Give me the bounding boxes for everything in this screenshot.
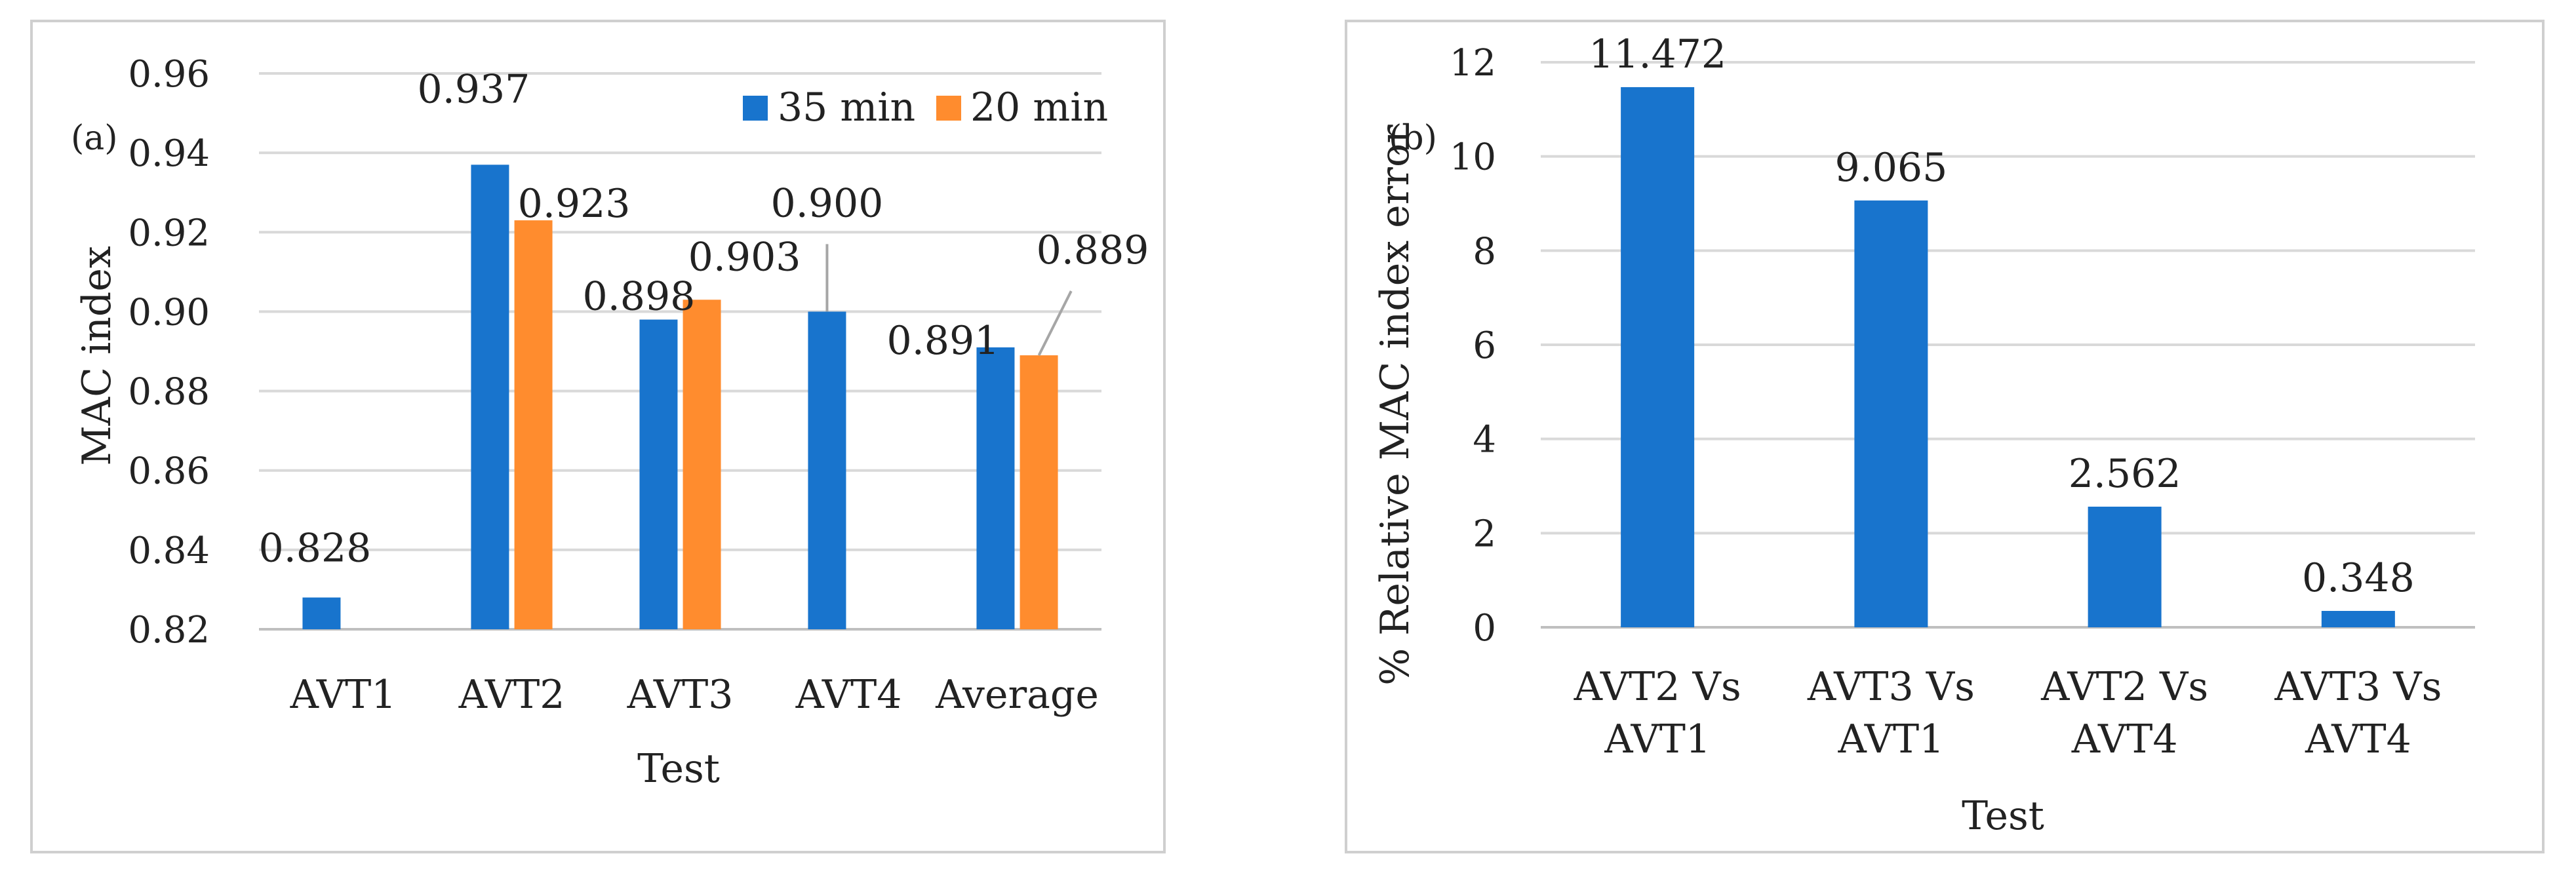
chart-b-y-tick-label: 2	[1473, 513, 1496, 555]
bar-35-min-avt3	[639, 319, 678, 629]
chart-b-y-axis-title: % Relative MAC index error	[1372, 125, 1418, 686]
data-label-35-min-avt3: 0.898	[583, 274, 696, 320]
data-label-35-min-avt1: 0.828	[259, 526, 372, 572]
chart-a-y-tick-label: 0.90	[128, 291, 210, 334]
bar-35-min-avt2	[471, 165, 509, 630]
chart-a-x-tick-label: AVT4	[795, 672, 902, 718]
bar-avt3-vs-avt4	[2321, 611, 2395, 627]
chart-a-y-axis-title: MAC index	[74, 246, 120, 465]
data-label-35-min-avt4: 0.900	[771, 180, 884, 226]
chart-b-data-labels: 11.472 9.065 2.562 0.348	[1589, 31, 2415, 601]
chart-b-bars	[1621, 87, 2395, 628]
bar-avt3-vs-avt1	[1854, 200, 1928, 628]
bar-avt2-vs-avt4	[2088, 506, 2162, 627]
chart-b-x-tick-label: AVT3 Vs	[1807, 664, 1975, 710]
bar-35-min-avt1	[302, 597, 341, 629]
chart-a-frame	[30, 20, 1166, 853]
chart-b-gridlines	[1541, 61, 2475, 629]
legend-label-20-min: 20 min	[970, 85, 1108, 130]
legend-swatch-20-min	[936, 96, 961, 121]
data-label-20-min-avt3: 0.903	[688, 234, 801, 280]
chart-a-x-tick-label: Average	[935, 672, 1099, 718]
chart-a-leader-line	[1037, 290, 1073, 356]
data-label-20-min-avt2: 0.923	[518, 181, 631, 227]
chart-b-x-tick-label: AVT4	[2071, 716, 2178, 762]
data-label-20-min-average: 0.889	[1037, 227, 1149, 273]
chart-b-frame	[1345, 20, 2545, 853]
chart-b-x-tick-label: AVT3 Vs	[2274, 664, 2442, 710]
chart-b-y-tick-label: 0	[1473, 607, 1496, 650]
chart-b-y-tick-label: 4	[1473, 419, 1496, 461]
chart-a-y-tick-label: 0.84	[128, 530, 210, 572]
chart-b-y-tick-label: 8	[1473, 230, 1496, 273]
chart-b-y-tick-label: 12	[1450, 42, 1496, 85]
bar-35-min-average	[976, 347, 1015, 629]
chart-a: 0.820.840.860.880.900.920.940.96 AVT1 AVT…	[30, 20, 1166, 853]
data-label-35-min-avt2: 0.937	[418, 66, 530, 112]
chart-a-x-tick-label: AVT1	[290, 672, 397, 718]
chart-a-panel-label: (a)	[71, 119, 118, 158]
chart-a-y-tick-label: 0.86	[128, 450, 210, 493]
bar-20-min-avt2	[514, 220, 553, 630]
chart-a-y-tick-label: 0.88	[128, 371, 210, 414]
chart-a-y-tick-label: 0.94	[128, 132, 210, 175]
chart-b-x-tick-label: AVT4	[2305, 716, 2411, 762]
bar-20-min-avt3	[683, 300, 721, 629]
bar-avt2-vs-avt1	[1621, 87, 1695, 628]
chart-a-gridlines	[259, 72, 1101, 631]
chart-b-y-tick-label: 6	[1473, 324, 1496, 367]
legend-label-35-min: 35 min	[778, 85, 915, 130]
chart-a-x-axis-title: Test	[637, 746, 720, 792]
chart-a-bars	[302, 165, 1058, 630]
chart-a-y-tick-label: 0.96	[128, 53, 210, 96]
data-label-35-min-average: 0.891	[887, 318, 1000, 364]
data-label-avt3-vs-avt4: 0.348	[2302, 555, 2415, 601]
chart-b-x-tick-label: AVT2 Vs	[1574, 664, 1741, 710]
chart-b-y-tick-label: 10	[1450, 136, 1496, 179]
data-label-avt3-vs-avt1: 9.065	[1834, 145, 1947, 191]
chart-a-y-tick-label: 0.82	[128, 609, 210, 652]
chart-b-x-tick-label: AVT2 Vs	[2040, 664, 2208, 710]
chart-b-x-axis-title: Test	[1962, 793, 2044, 839]
bar-35-min-avt4	[808, 311, 846, 629]
chart-b-panel-label: (b)	[1389, 119, 1437, 158]
chart-b-x-ticks: AVT2 Vs AVT1 AVT3 Vs AVT1 AVT2 Vs AVT4 AVT3 Vs…	[1574, 664, 2442, 762]
data-label-avt2-vs-avt1: 11.472	[1589, 31, 1726, 77]
chart-b-x-tick-label: AVT1	[1837, 716, 1944, 762]
legend-swatch-35-min	[743, 96, 768, 121]
chart-a-x-tick-label: AVT3	[627, 672, 734, 718]
chart-a-y-tick-label: 0.92	[128, 212, 210, 254]
chart-b-x-tick-label: AVT1	[1604, 716, 1711, 762]
data-label-avt2-vs-avt4: 2.562	[2069, 451, 2181, 497]
chart-b-y-ticks: 0 2 4 6 8 10 12	[1450, 42, 1496, 650]
chart-a-leader-lines	[825, 244, 1073, 356]
chart-a-x-ticks: AVT1 AVT2 AVT3 AVT4 Average	[290, 672, 1099, 718]
bar-20-min-average	[1020, 355, 1058, 629]
chart-a-x-tick-label: AVT2	[458, 672, 565, 718]
chart-a-y-ticks: 0.82 0.84 0.86 0.88 0.90 0.92 0.94 0.96	[128, 53, 210, 652]
chart-a-legend: 35 min 20 min	[743, 85, 1108, 130]
